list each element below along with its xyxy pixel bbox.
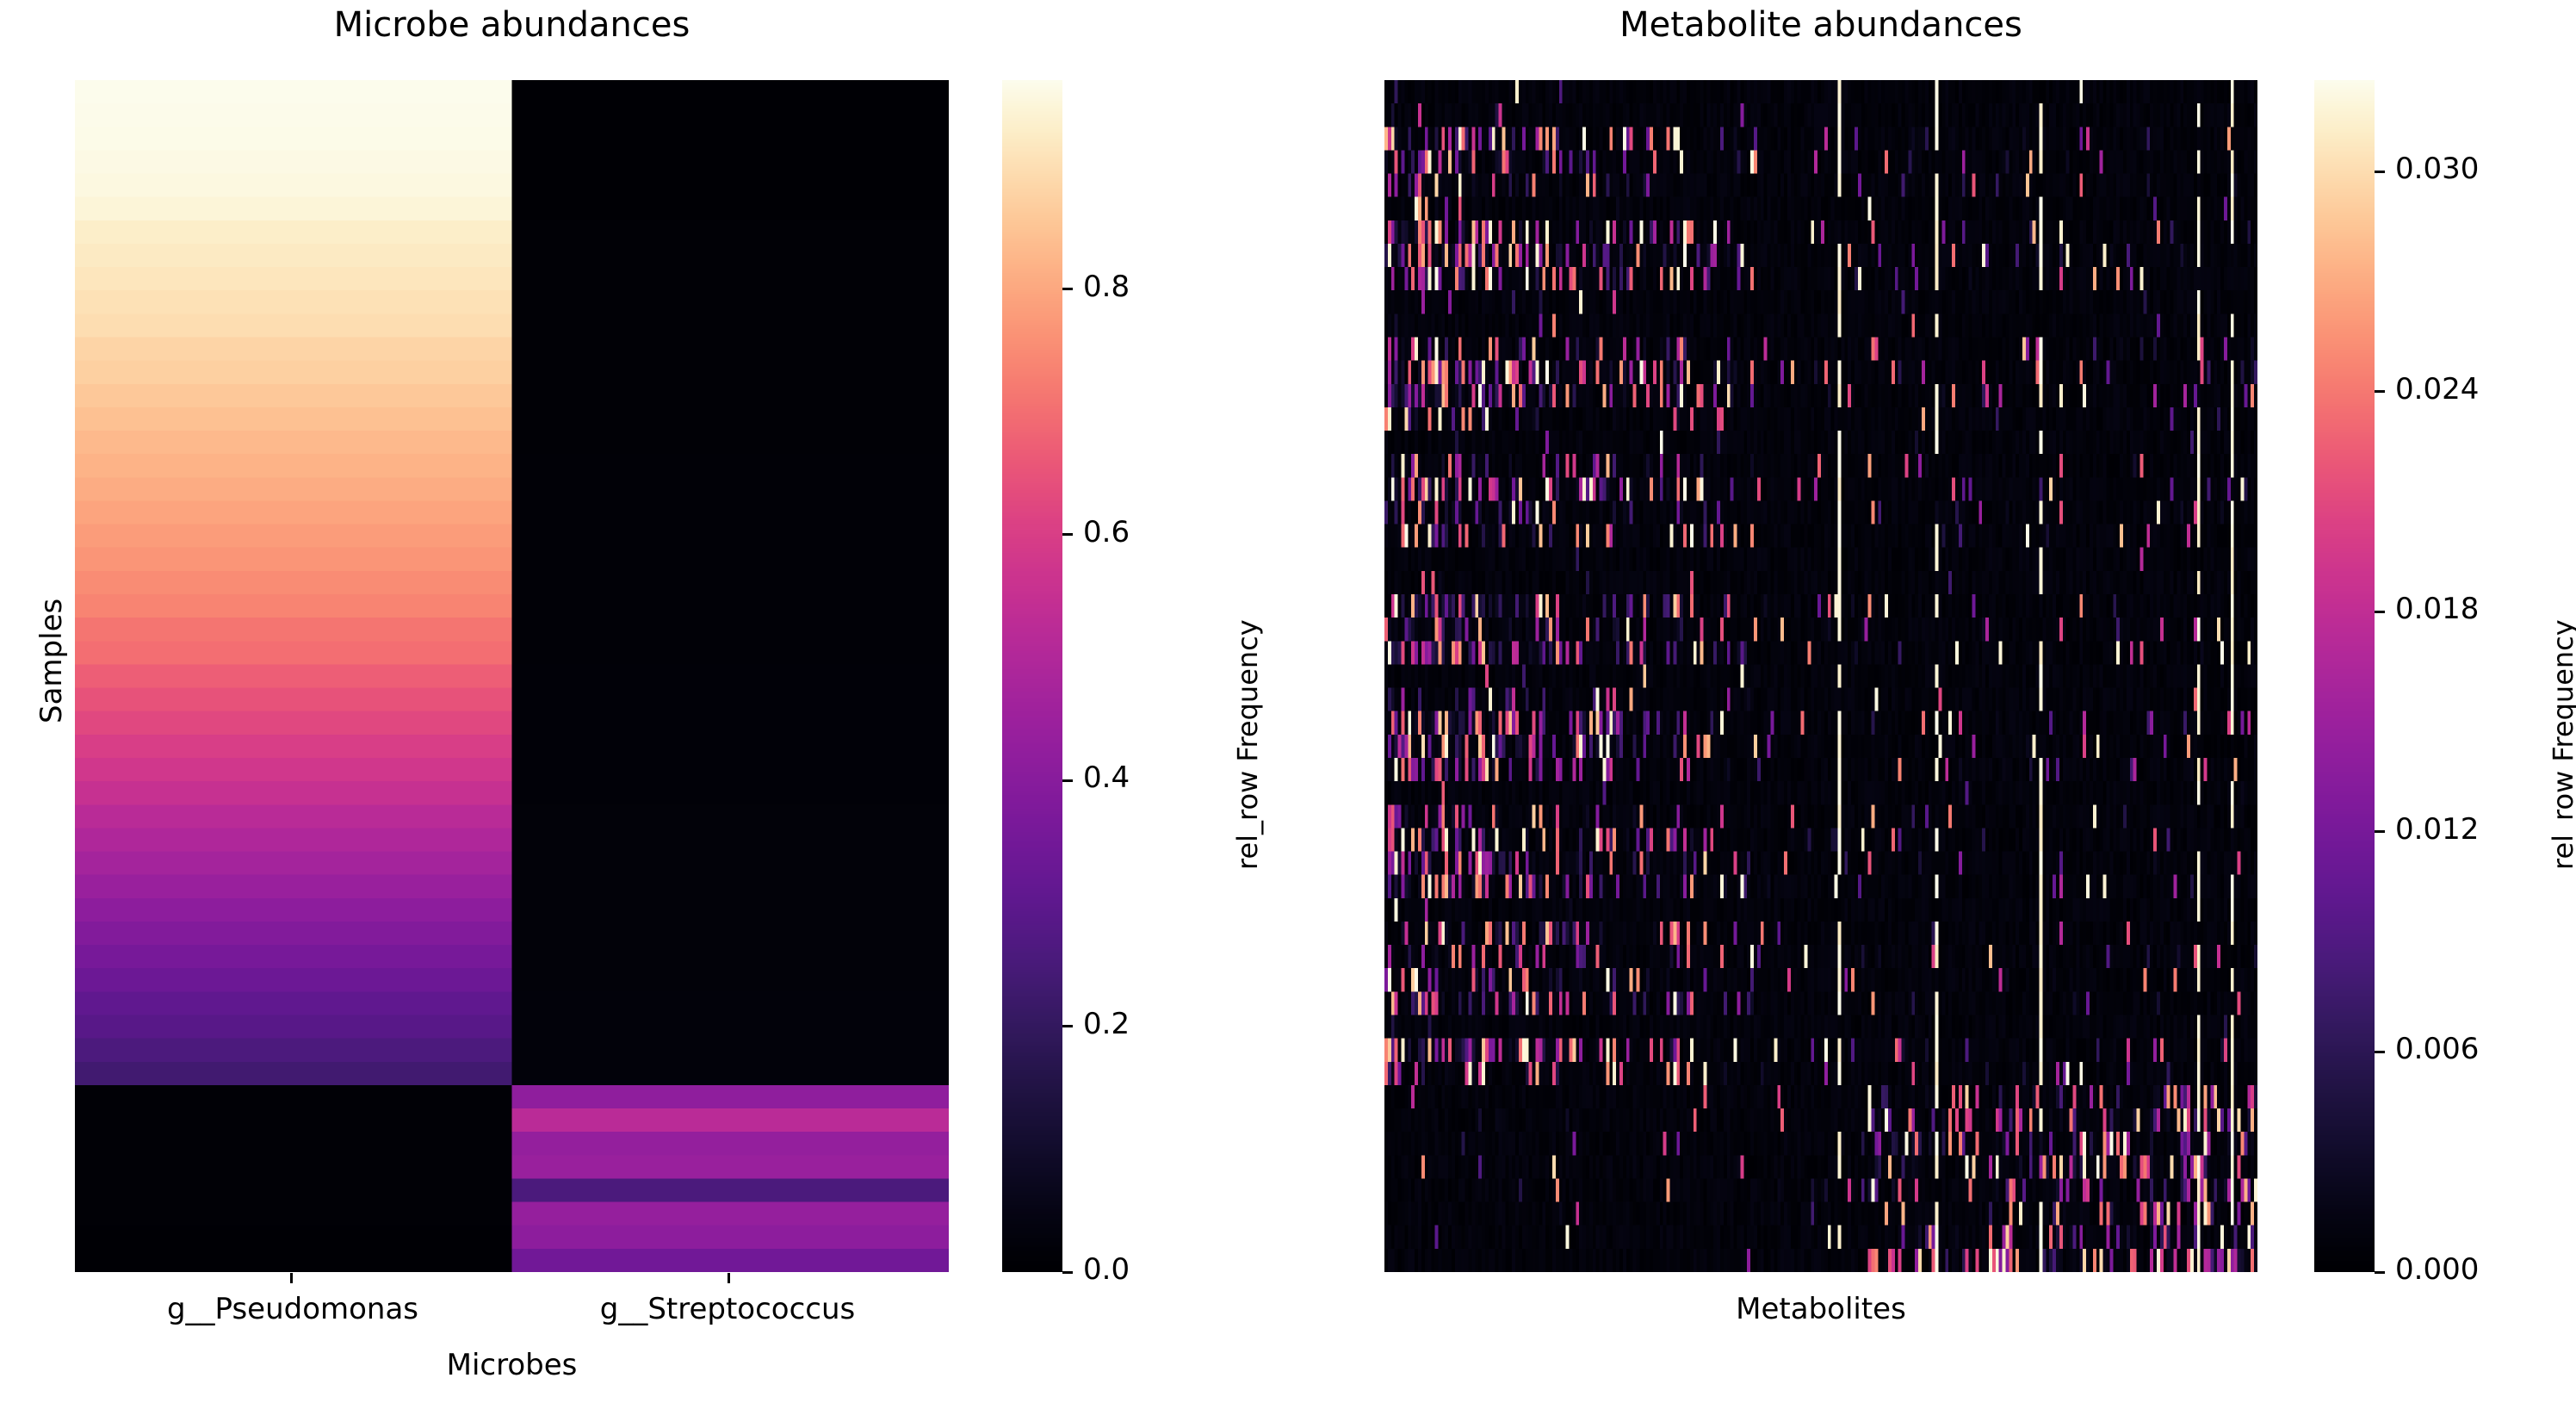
microbe-xtick-1	[728, 1273, 730, 1283]
metabolite-colorbar-tick-label-0: 0.000	[2395, 1252, 2480, 1287]
metabolite-colorbar-tick-mark-0	[2375, 1270, 2385, 1274]
metabolite-panel-title: Metabolite abundances	[1619, 5, 2022, 45]
microbe-colorbar-label: rel_row Frequency	[1231, 619, 1264, 870]
microbe-colorbar-tick-label-2: 0.4	[1083, 760, 1130, 796]
microbe-colorbar-tick-label-3: 0.6	[1083, 514, 1130, 549]
metabolite-colorbar-tick-label-4: 0.024	[2395, 371, 2480, 407]
metabolite-colorbar-tick-mark-1	[2375, 1050, 2385, 1053]
microbe-colorbar-tick-mark-4	[1062, 288, 1073, 291]
metabolite-colorbar-label: rel_row Frequency	[2547, 619, 2576, 870]
microbe-heatmap	[75, 80, 949, 1272]
microbe-xtick-label-0: g__Pseudomonas	[166, 1292, 419, 1326]
microbe-xtick-label-1: g__Streptococcus	[599, 1292, 856, 1326]
metabolite-x-axis-label: Metabolites	[1736, 1292, 1906, 1326]
metabolite-colorbar-tick-mark-3	[2375, 610, 2385, 613]
microbe-colorbar-tick-mark-2	[1062, 779, 1073, 782]
microbe-colorbar	[1002, 80, 1062, 1272]
metabolite-heatmap	[1384, 80, 2257, 1272]
microbe-colorbar-tick-label-0: 0.0	[1083, 1252, 1130, 1287]
metabolite-colorbar-tick-mark-5	[2375, 170, 2385, 173]
microbe-x-axis-label: Microbes	[446, 1348, 578, 1382]
microbe-colorbar-tick-mark-0	[1062, 1270, 1073, 1274]
microbe-colorbar-tick-mark-3	[1062, 533, 1073, 537]
microbe-xtick-0	[290, 1273, 293, 1283]
metabolite-colorbar-tick-mark-4	[2375, 390, 2385, 394]
microbe-y-axis-label: Samples	[34, 598, 69, 723]
metabolite-colorbar-tick-mark-2	[2375, 830, 2385, 834]
metabolite-colorbar-tick-label-2: 0.012	[2395, 811, 2480, 847]
microbe-panel-title: Microbe abundances	[333, 5, 690, 45]
microbe-colorbar-tick-mark-1	[1062, 1025, 1073, 1028]
metabolite-colorbar-tick-label-1: 0.006	[2395, 1032, 2480, 1067]
microbe-colorbar-tick-label-4: 0.8	[1083, 269, 1130, 304]
metabolite-colorbar-tick-label-5: 0.030	[2395, 152, 2480, 187]
metabolite-colorbar-tick-label-3: 0.018	[2395, 592, 2480, 627]
metabolite-colorbar	[2314, 80, 2375, 1272]
microbe-colorbar-tick-label-1: 0.2	[1083, 1006, 1130, 1041]
